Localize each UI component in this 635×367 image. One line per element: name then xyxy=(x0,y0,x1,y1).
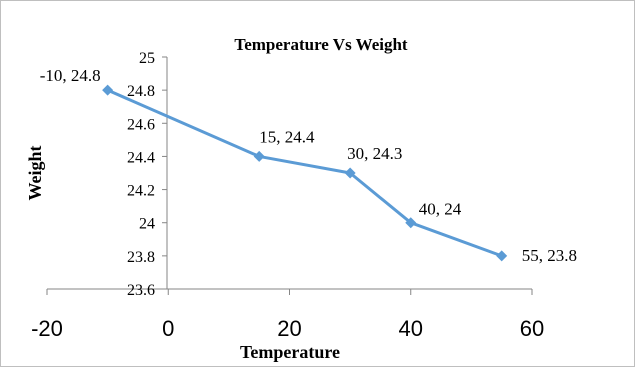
data-label: 30, 24.3 xyxy=(347,144,402,163)
y-tick-label: 23.6 xyxy=(127,282,155,299)
y-tick-label: 24.4 xyxy=(127,149,155,166)
x-tick-label: 40 xyxy=(399,316,423,341)
data-label: 55, 23.8 xyxy=(522,246,577,265)
data-point-marker xyxy=(102,84,114,96)
data-label: 40, 24 xyxy=(419,200,462,219)
y-axis-title: Weight xyxy=(25,145,45,200)
y-tick-label: 23.8 xyxy=(127,249,155,266)
y-tick-label: 24 xyxy=(139,216,155,233)
chart-title: Temperature Vs Weight xyxy=(234,35,407,54)
x-axis-title: Temperature xyxy=(240,342,340,362)
y-tick-label: 25 xyxy=(139,50,155,67)
plot-layer: -20 0 20 40 60 23.6 23.8 24 24.2 24.4 24.6 24.8 25 -1… xyxy=(31,50,577,341)
data-point-marker xyxy=(405,217,417,229)
data-label: 15, 24.4 xyxy=(259,127,315,146)
y-tick-label: 24.6 xyxy=(127,116,155,133)
x-tick-label: 20 xyxy=(277,316,301,341)
x-tick-label: 0 xyxy=(162,316,174,341)
data-point-marker xyxy=(344,167,356,179)
x-tick-label: 60 xyxy=(520,316,544,341)
y-tick-label: 24.2 xyxy=(127,183,155,200)
data-label: -10, 24.8 xyxy=(40,66,101,85)
y-tick-label: 24.8 xyxy=(127,83,155,100)
x-tick-label: -20 xyxy=(31,316,63,341)
data-point-marker xyxy=(253,150,265,162)
data-point-marker xyxy=(496,250,508,262)
